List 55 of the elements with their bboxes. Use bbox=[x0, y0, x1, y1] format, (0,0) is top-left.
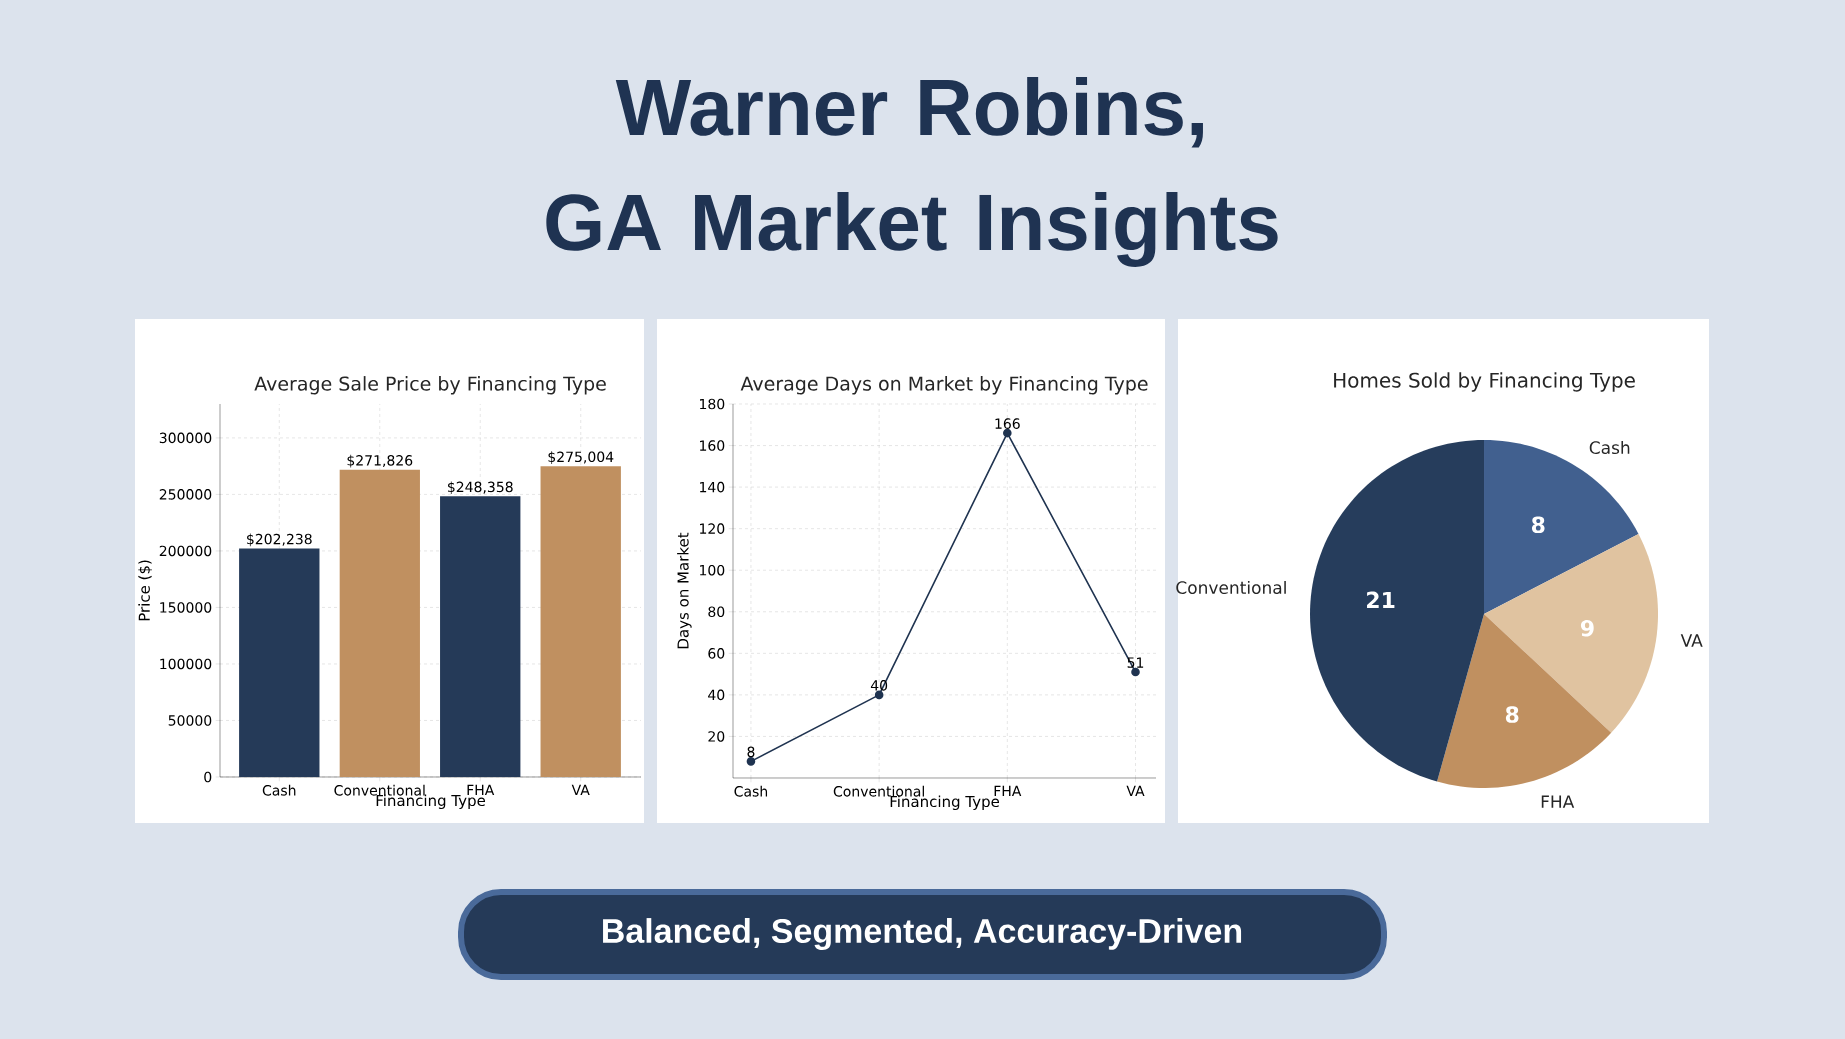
chart-title: Average Sale Price by Financing Type bbox=[254, 376, 606, 395]
y-tick-label: 120 bbox=[700, 523, 725, 534]
y-tick-label: 50000 bbox=[168, 715, 212, 726]
x-tick-label: VA bbox=[571, 784, 590, 796]
x-tick-label: FHA bbox=[994, 785, 1022, 796]
data-label: 8 bbox=[1505, 706, 1519, 723]
bar bbox=[440, 496, 521, 777]
bar bbox=[239, 548, 320, 777]
data-label: 8 bbox=[1531, 516, 1545, 534]
y-tick-label: 140 bbox=[700, 481, 725, 493]
y-tick-label: 60 bbox=[708, 648, 725, 659]
chart-title: Homes Sold by Financing Type bbox=[1334, 372, 1635, 392]
data-label: $271,826 bbox=[347, 454, 413, 468]
y-axis-title: Days on Market bbox=[677, 532, 692, 649]
point bbox=[1003, 428, 1012, 438]
data-label: $248,358 bbox=[448, 481, 513, 495]
slice-label: VA bbox=[1680, 634, 1703, 647]
y-tick-label: 250000 bbox=[159, 489, 212, 500]
data-label: 21 bbox=[1367, 591, 1395, 608]
y-tick-label: 20 bbox=[708, 731, 725, 742]
data-label: 166 bbox=[995, 418, 1020, 429]
y-tick-label: 160 bbox=[700, 440, 725, 451]
data-label: 9 bbox=[1580, 619, 1594, 637]
slice-label: Cash bbox=[1589, 440, 1630, 455]
point bbox=[874, 690, 884, 700]
y-tick-label: 150000 bbox=[160, 602, 212, 613]
bar bbox=[339, 469, 420, 777]
x-tick-label: Conventional bbox=[334, 784, 425, 796]
data-label: 8 bbox=[747, 746, 755, 758]
y-tick-label: 200000 bbox=[159, 545, 212, 557]
y-axis-title: Price ($) bbox=[138, 560, 152, 621]
x-tick-label: Cash bbox=[734, 785, 768, 797]
point bbox=[746, 757, 756, 766]
slice-label: FHA bbox=[1541, 795, 1575, 808]
x-tick-label: FHA bbox=[467, 784, 495, 796]
y-tick-label: 100000 bbox=[160, 658, 212, 670]
y-tick-label: 300000 bbox=[159, 432, 212, 444]
y-tick-label: 80 bbox=[708, 606, 725, 618]
data-label: $275,004 bbox=[548, 451, 614, 464]
x-tick-label: VA bbox=[1126, 785, 1145, 796]
y-tick-label: 40 bbox=[708, 689, 725, 701]
y-tick-label: 180 bbox=[700, 398, 725, 410]
x-axis-title: Financing Type bbox=[376, 794, 486, 810]
text: Balanced, Segmented, Accuracy-Driven bbox=[603, 918, 1242, 950]
chart-title: Average Days on Market by Financing Type bbox=[740, 376, 1148, 395]
text: Warner Robins, GA Market Insights bbox=[546, 77, 1278, 267]
bar bbox=[540, 466, 621, 777]
data-label: $202,238 bbox=[247, 533, 312, 547]
y-tick-label: 0 bbox=[204, 771, 212, 783]
x-axis-title: Financing Type bbox=[890, 795, 1000, 811]
x-tick-label: Cash bbox=[262, 784, 296, 796]
slice-label: Conventional bbox=[1176, 580, 1286, 595]
x-tick-label: Conventional bbox=[833, 785, 924, 797]
point bbox=[1131, 667, 1140, 677]
y-tick-label: 100 bbox=[700, 564, 725, 576]
